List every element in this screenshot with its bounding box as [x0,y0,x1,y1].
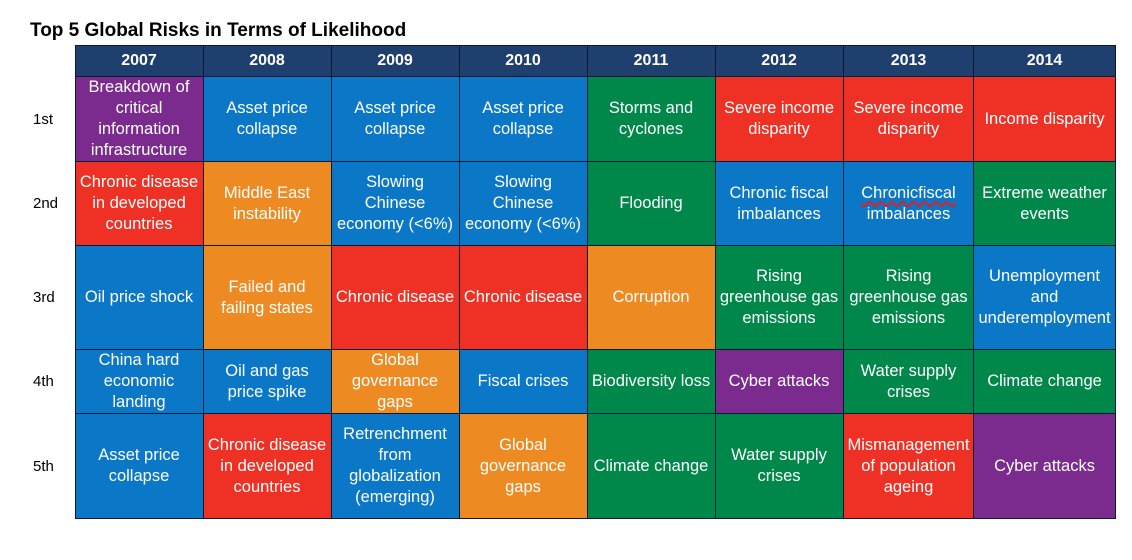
risk-cell: Middle East instability [202,161,332,246]
table-row: 1st Breakdown of critical information inf… [0,76,1116,162]
table-row: 3rd Oil price shock Failed and failing sta… [0,245,1116,350]
risk-cell: Severe income disparity [714,76,844,162]
risk-cell: Corruption [586,245,716,350]
header-corner [0,46,75,77]
risk-cell: Global governance gaps [458,413,588,519]
risk-cell: Failed and failing states [202,245,332,350]
risk-table-container: 2007 2008 2009 2010 2011 2012 2013 2014 1st Brea… [0,45,1116,519]
risk-cell: Extreme weather events [973,161,1116,246]
risk-cell: Cyber attacks [714,349,844,414]
rank-label: 4th [33,373,54,390]
risk-cell: Storms and cyclones [586,76,716,162]
chart-title: Top 5 Global Risks in Terms of Likelihoo… [30,20,407,41]
risk-cell: Mismanagement of population ageing [842,413,975,519]
risk-cell: Chronic disease in developed countries [202,413,332,519]
table-body: 1st Breakdown of critical information inf… [0,76,1116,519]
year-header: 2010 [458,45,588,77]
table-row: 4th China hard economic landing Oil and ga… [0,349,1116,414]
risk-cell: Chronic fiscal imbalances [714,161,844,246]
risk-cell: Chronic disease [330,245,460,350]
table-row: 2nd Chronic disease in developed countrie… [0,161,1116,246]
risk-cell: Retrenchment from globalization (emergin… [330,413,460,519]
risk-cell: Fiscal crises [458,349,588,414]
rank-label: 3rd [33,289,55,306]
risk-cell: Biodiversity loss [586,349,716,414]
risk-cell: Chronic disease in developed countries [74,161,204,246]
rank-label: 2nd [33,195,59,212]
risk-cell: Asset price collapse [202,76,332,162]
risk-table: 2007 2008 2009 2010 2011 2012 2013 2014 1st Brea… [0,45,1116,519]
risk-cell: Oil and gas price spike [202,349,332,414]
year-header: 2014 [973,45,1116,77]
risk-cell: Slowing Chinese economy (<6%) [330,161,460,246]
risk-cell: China hard economic landing [74,349,204,414]
risk-cell: Flooding [586,161,716,246]
risk-cell: Water supply crises [842,349,975,414]
risk-cell: Asset price collapse [74,413,204,519]
risk-cell: Slowing Chinese economy (<6%) [458,161,588,246]
risk-cell: Asset price collapse [458,76,588,162]
year-header: 2007 [74,45,204,77]
risk-cell: Rising greenhouse gas emissions [842,245,975,350]
risk-cell: Unemployment and underemployment [973,245,1116,350]
risk-cell: Climate change [586,413,716,519]
risk-cell: Chronicfiscal imbalances [842,161,975,246]
risk-cell: Income disparity [973,76,1116,162]
rank-label: 5th [33,457,54,475]
year-header: 2013 [842,45,975,77]
year-header: 2012 [714,45,844,77]
risk-cell: Rising greenhouse gas emissions [714,245,844,350]
risk-cell: Water supply crises [714,413,844,519]
risk-cell: Breakdown of critical information infras… [74,76,204,162]
risk-cell: Climate change [973,349,1116,414]
header-row: 2007 2008 2009 2010 2011 2012 2013 2014 [0,45,1116,77]
risk-cell: Asset price collapse [330,76,460,162]
year-header: 2011 [586,45,716,77]
risk-cell: Severe income disparity [842,76,975,162]
risk-cell: Oil price shock [74,245,204,350]
table-row: 5th Asset price collapse Chronic disease i… [0,413,1116,519]
risk-cell: Cyber attacks [973,413,1116,519]
year-header: 2008 [202,45,332,77]
risk-cell: Global governance gaps [330,349,460,414]
rank-label: 1st [33,110,54,128]
risk-cell: Chronic disease [458,245,588,350]
year-header: 2009 [330,45,460,77]
